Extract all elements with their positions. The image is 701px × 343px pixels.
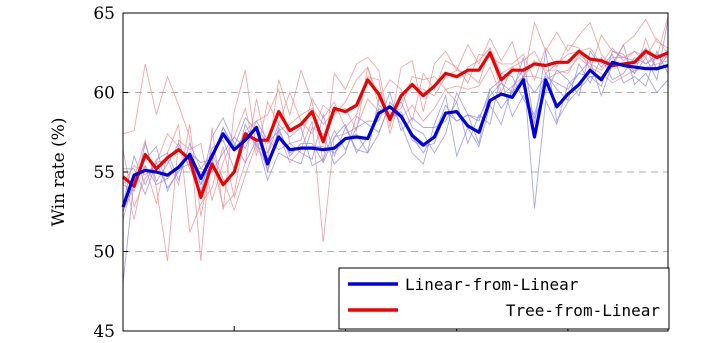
y-tick-label-60: 60 <box>93 84 115 104</box>
red-run-line-3 <box>122 34 669 262</box>
legend-label-tree-from-linear: Tree-from-Linear <box>506 301 660 320</box>
series-line-tree-from-linear <box>121 49 669 199</box>
legend-box <box>338 267 670 330</box>
grid-lines <box>123 92 668 252</box>
series-line-linear-from-linear <box>121 60 669 208</box>
legend-label-linear-from-linear: Linear-from-Linear <box>405 275 579 294</box>
red-run-line-1 <box>122 18 669 262</box>
y-tick-label-45: 45 <box>93 322 115 342</box>
mean-series-lines <box>121 49 669 208</box>
y-axis-label: Win rate (%) <box>49 118 69 227</box>
y-tick-label-65: 65 <box>93 4 115 24</box>
y-tick-label-50: 50 <box>93 243 115 263</box>
y-tick-labels: 45 50 55 60 65 <box>93 4 115 342</box>
y-tick-label-55: 55 <box>93 163 115 183</box>
legend: Linear-from-Linear Tree-from-Linear <box>338 267 670 330</box>
